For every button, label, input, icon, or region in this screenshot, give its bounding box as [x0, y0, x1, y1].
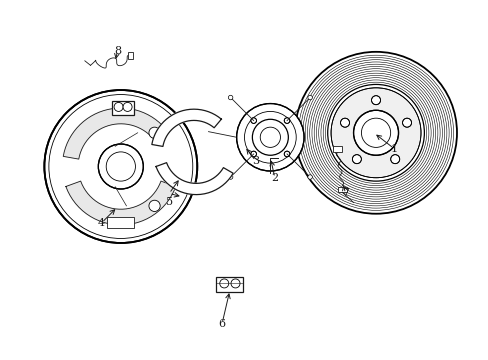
Circle shape [149, 200, 160, 211]
Text: 5: 5 [165, 198, 172, 207]
Circle shape [402, 118, 411, 127]
Circle shape [250, 151, 256, 157]
Circle shape [228, 175, 232, 179]
Text: 2: 2 [271, 173, 278, 183]
Text: 1: 1 [390, 144, 397, 153]
Bar [128, 52, 132, 59]
Circle shape [123, 103, 132, 111]
Bar [216, 277, 243, 292]
Circle shape [307, 95, 312, 100]
Circle shape [307, 175, 312, 179]
Circle shape [236, 104, 304, 171]
Circle shape [228, 95, 232, 100]
Text: 4: 4 [98, 218, 105, 228]
Circle shape [44, 90, 197, 243]
Circle shape [330, 88, 420, 178]
Circle shape [352, 155, 361, 164]
Polygon shape [66, 181, 175, 225]
Bar [112, 101, 134, 115]
Text: 6: 6 [218, 319, 225, 329]
Bar [333, 146, 342, 152]
Circle shape [284, 151, 289, 157]
Circle shape [390, 155, 399, 164]
Bar [107, 217, 134, 228]
Polygon shape [156, 163, 233, 195]
Circle shape [98, 144, 143, 189]
Circle shape [353, 110, 398, 155]
Circle shape [149, 127, 160, 138]
Text: 7: 7 [342, 189, 348, 198]
Text: 8: 8 [114, 46, 121, 56]
Polygon shape [63, 108, 165, 159]
Bar [337, 187, 346, 192]
Circle shape [284, 118, 289, 123]
Circle shape [250, 118, 256, 123]
Circle shape [371, 96, 380, 105]
Circle shape [340, 118, 349, 127]
Polygon shape [151, 109, 221, 147]
Circle shape [114, 103, 123, 111]
Text: 3: 3 [252, 156, 259, 166]
